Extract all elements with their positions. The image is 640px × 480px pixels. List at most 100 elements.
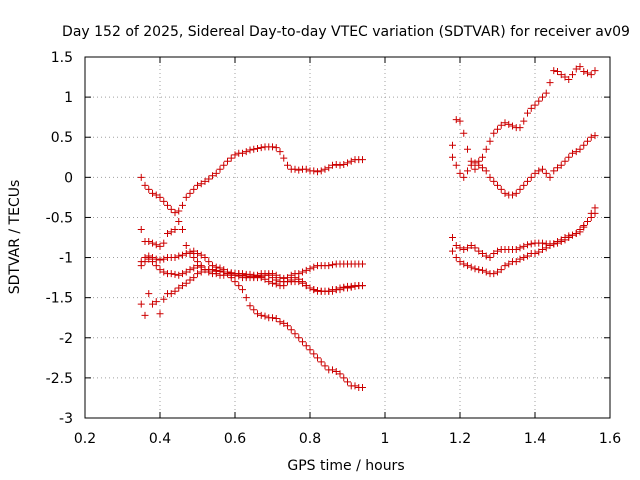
data-point: [452, 254, 460, 262]
y-tick-label: -3: [59, 411, 73, 427]
chart-title: Day 152 of 2025, Sidereal Day-to-day VTE…: [62, 24, 630, 40]
data-point: [494, 181, 501, 189]
data-point: [197, 180, 205, 188]
data-point: [186, 276, 194, 284]
series-track-a: [137, 143, 366, 217]
data-point: [182, 250, 190, 258]
data-point: [152, 298, 160, 306]
data-point: [561, 73, 569, 81]
data-point: [145, 185, 153, 193]
data-point: [227, 154, 235, 162]
data-point: [576, 228, 584, 236]
data-point: [520, 254, 528, 262]
data-point: [299, 279, 306, 287]
data-point: [160, 295, 168, 303]
data-point: [231, 271, 239, 279]
data-point: [449, 141, 456, 149]
data-point: [179, 225, 186, 233]
data-point: [175, 217, 183, 225]
data-point: [156, 193, 164, 201]
data-point: [344, 284, 351, 292]
data-point: [557, 71, 565, 79]
data-point: [160, 255, 168, 263]
data-point: [359, 384, 366, 392]
data-point: [471, 244, 479, 252]
data-point: [550, 240, 558, 248]
data-point: [167, 228, 175, 236]
data-point: [524, 177, 531, 185]
data-point: [171, 270, 179, 278]
data-point: [179, 282, 186, 290]
data-point: [216, 267, 224, 275]
series-track-f: [449, 63, 599, 173]
data-point: [359, 282, 366, 290]
data-point: [587, 71, 595, 79]
data-point: [272, 276, 280, 284]
data-point: [156, 310, 164, 318]
data-point: [190, 274, 198, 282]
data-point: [505, 260, 513, 268]
data-point: [250, 273, 258, 281]
data-point: [460, 173, 468, 181]
data-point: [261, 270, 269, 278]
data-point: [250, 145, 258, 153]
data-point: [291, 330, 299, 338]
data-point: [284, 322, 291, 330]
data-point: [497, 266, 505, 274]
series-track-d: [137, 247, 366, 392]
data-point: [467, 263, 475, 271]
series-track-i: [449, 204, 599, 278]
data-point: [167, 205, 175, 213]
data-point: [141, 181, 149, 189]
data-point: [306, 346, 314, 354]
plot-frame: [84, 56, 611, 419]
data-point: [295, 334, 303, 342]
data-point: [497, 185, 505, 193]
data-point: [471, 159, 479, 167]
data-point: [190, 264, 198, 272]
data-point: [580, 141, 588, 149]
data-point: [359, 260, 366, 268]
data-point: [524, 109, 531, 117]
data-point: [359, 156, 366, 164]
data-point: [306, 265, 314, 273]
data-point: [310, 350, 318, 358]
data-point: [516, 255, 524, 263]
data-point: [182, 193, 190, 201]
data-point: [546, 242, 554, 250]
data-point: [524, 241, 531, 249]
data-point: [509, 122, 516, 130]
data-point: [460, 246, 468, 254]
data-point: [542, 169, 550, 177]
data-point: [535, 97, 543, 105]
data-point: [317, 167, 325, 175]
data-point: [475, 161, 483, 169]
data-point: [242, 148, 250, 156]
x-tick-label: 1.6: [599, 431, 621, 447]
data-point: [351, 382, 359, 390]
data-point: [557, 161, 565, 169]
data-point: [317, 358, 325, 366]
data-point: [321, 165, 329, 173]
data-point: [175, 207, 183, 215]
data-point: [512, 189, 520, 197]
data-point: [310, 167, 318, 175]
data-point: [167, 270, 175, 278]
data-point: [539, 239, 546, 247]
data-point: [276, 148, 284, 156]
data-point: [460, 129, 468, 137]
data-point: [220, 161, 228, 169]
data-point: [539, 246, 546, 254]
data-point: [554, 67, 561, 75]
data-point: [197, 268, 205, 276]
data-point: [527, 173, 535, 181]
data-point: [265, 278, 273, 286]
data-point: [246, 274, 254, 282]
data-point: [452, 116, 460, 124]
data-point: [554, 238, 561, 246]
data-point: [257, 311, 265, 319]
data-point: [295, 270, 303, 278]
data-point: [265, 271, 273, 279]
data-point: [272, 144, 280, 152]
